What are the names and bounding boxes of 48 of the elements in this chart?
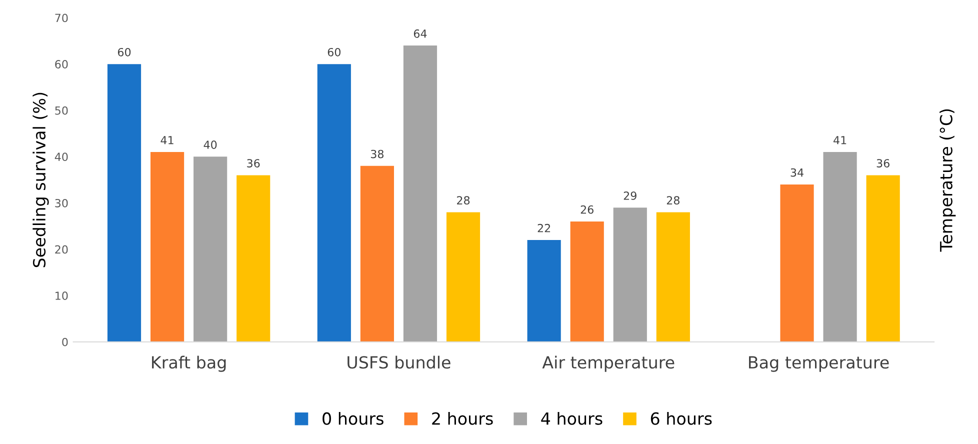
data-label: 36	[876, 159, 890, 168]
bar	[236, 175, 270, 342]
data-label: 36	[247, 159, 260, 168]
data-label: 28	[666, 196, 680, 205]
bar	[613, 208, 647, 342]
bar	[527, 240, 561, 342]
y-tick-label: 10	[56, 292, 68, 300]
bar	[656, 212, 690, 342]
legend-label: 4 hours	[541, 412, 602, 425]
y-tick-label: 50	[55, 106, 68, 115]
data-label: 64	[414, 29, 427, 38]
x-tick-label: Air temperature	[542, 356, 674, 372]
y-tick-label: 30	[55, 198, 68, 208]
x-tick-label: Bag temperature	[749, 356, 889, 372]
data-label: 38	[370, 150, 384, 158]
data-label: 29	[624, 191, 636, 200]
data-label: 60	[328, 48, 340, 56]
bar	[194, 156, 228, 342]
data-label: 26	[580, 205, 594, 214]
bar	[866, 175, 900, 342]
x-tick-label: Kraft bag	[152, 356, 226, 372]
bar	[107, 64, 142, 342]
data-label: 28	[457, 196, 470, 205]
x-tick-label: USFS bundle	[348, 356, 450, 369]
bar	[446, 212, 480, 342]
y-tick-label: 60	[55, 60, 68, 68]
y-tick-label: 0	[62, 338, 68, 346]
legend-label: 6 hours	[650, 412, 712, 425]
y-axis-title: Seedling survival (%)	[32, 92, 49, 268]
legend-label: 2 hours	[432, 412, 493, 425]
data-label: 40	[204, 140, 217, 149]
bar	[403, 46, 438, 342]
data-label: 60	[118, 48, 131, 56]
data-label: 22	[538, 224, 550, 232]
data-label: 34	[790, 168, 804, 177]
bar	[360, 166, 394, 342]
data-label: 41	[834, 136, 846, 144]
bar	[823, 152, 857, 342]
bar	[570, 221, 604, 342]
y-tick-label: 40	[54, 152, 68, 162]
y-tick-label: 20	[55, 245, 68, 254]
y-tick-label: 70	[55, 14, 68, 22]
data-label: 41	[160, 136, 174, 144]
bar	[150, 152, 184, 342]
y2-axis-title: Temperature (°C)	[940, 109, 956, 252]
bar	[780, 184, 814, 342]
bar	[317, 64, 351, 342]
legend-label: 0 hours	[322, 412, 384, 425]
